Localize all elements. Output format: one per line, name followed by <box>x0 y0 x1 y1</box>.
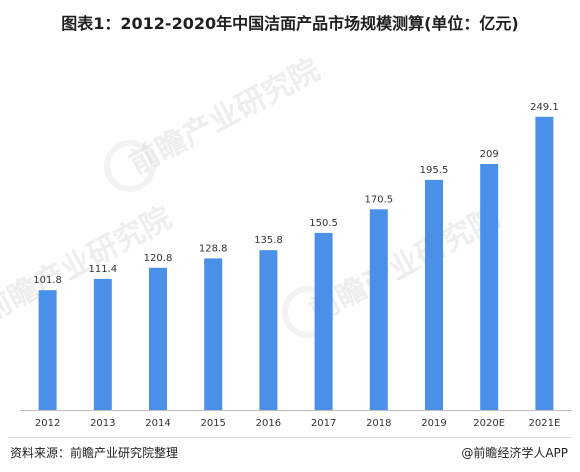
bar-2020E <box>480 164 499 410</box>
value-label-2015: 128.8 <box>199 243 228 254</box>
value-label-2016: 135.8 <box>254 235 283 246</box>
bar-2017 <box>314 232 333 410</box>
value-label-2012: 101.8 <box>33 275 62 286</box>
bar-2012 <box>38 290 57 410</box>
chart-title: 图表1：2012-2020年中国洁面产品市场规模测算(单位：亿元) <box>61 14 519 33</box>
bar-2018 <box>369 209 388 410</box>
footer-divider <box>8 437 572 438</box>
value-label-2013: 111.4 <box>88 264 117 275</box>
brand-credit: @前瞻经济学人APP <box>461 446 568 460</box>
x-tick-label-2012: 2012 <box>35 418 60 429</box>
x-tick-label-2021E: 2021E <box>529 418 561 429</box>
x-tick-label-2016: 2016 <box>256 418 281 429</box>
value-label-2019: 195.5 <box>420 165 449 176</box>
bar-2013 <box>93 278 112 410</box>
bar-2016 <box>259 250 278 410</box>
source-note: 资料来源：前瞻产业研究院整理 <box>10 446 179 460</box>
x-tick-label-2020E: 2020E <box>473 418 505 429</box>
value-label-2018: 170.5 <box>364 194 393 205</box>
value-label-2020E: 209 <box>480 149 499 160</box>
x-tick-label-2014: 2014 <box>145 418 170 429</box>
bar-2019 <box>425 179 443 410</box>
x-tick-label-2018: 2018 <box>366 418 391 429</box>
x-tick-label-2015: 2015 <box>200 418 225 429</box>
value-label-2021E: 249.1 <box>530 102 559 113</box>
value-label-2017: 150.5 <box>309 218 338 229</box>
bar-2021E <box>535 116 554 411</box>
bar-2015 <box>204 258 223 410</box>
x-tick-label-2019: 2019 <box>421 418 446 429</box>
x-tick-label-2013: 2013 <box>90 418 115 429</box>
bar-2014 <box>149 267 167 410</box>
value-label-2014: 120.8 <box>144 253 173 264</box>
x-tick-label-2017: 2017 <box>311 418 336 429</box>
